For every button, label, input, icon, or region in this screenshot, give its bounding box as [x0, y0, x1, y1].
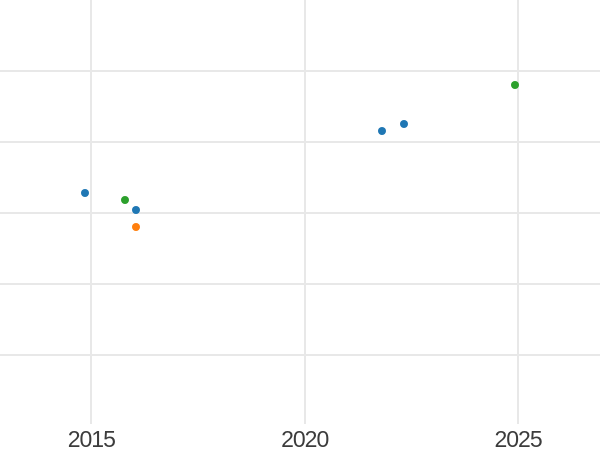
plot-area: [0, 0, 600, 424]
horizontal-gridline: [0, 283, 600, 286]
data-point-blue: [377, 126, 386, 135]
x-tick-label: 2025: [494, 426, 542, 450]
vertical-gridline: [517, 0, 520, 424]
x-tick-label: 2015: [67, 426, 116, 450]
vertical-gridline: [90, 0, 93, 424]
data-point-blue: [400, 120, 409, 129]
horizontal-gridline: [0, 212, 600, 215]
data-point-blue: [132, 205, 141, 214]
horizontal-gridline: [0, 354, 600, 357]
horizontal-gridline: [0, 141, 600, 144]
data-point-green: [121, 195, 130, 204]
x-tick-label: 2020: [281, 426, 329, 450]
data-point-orange: [131, 222, 140, 231]
horizontal-gridline: [0, 70, 600, 73]
vertical-gridline: [303, 0, 306, 424]
data-point-blue: [80, 189, 89, 198]
data-point-green: [511, 81, 520, 90]
